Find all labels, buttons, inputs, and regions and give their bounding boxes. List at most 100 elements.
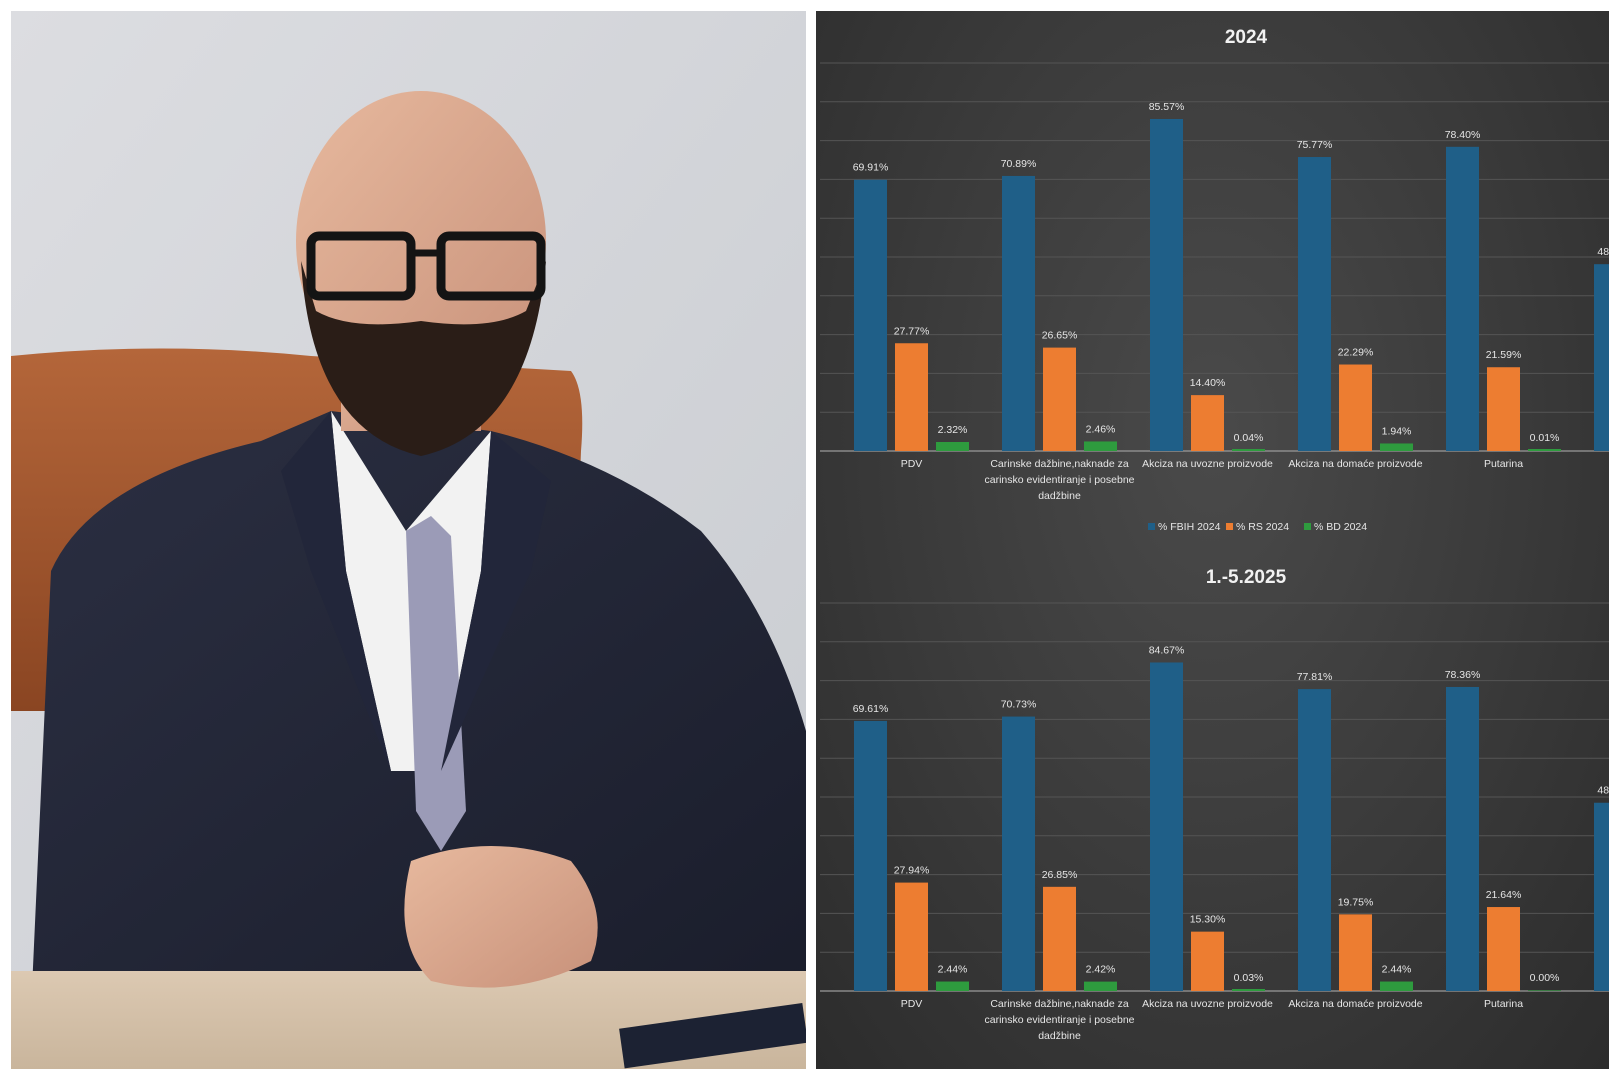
glasses-right (436, 231, 546, 301)
bar-bd (1084, 441, 1117, 451)
legend-entry: % BD 2024 (1314, 521, 1367, 533)
bar-rs (1043, 886, 1076, 991)
data-label: 78.36% (1445, 669, 1481, 681)
data-label: 69.91% (853, 162, 889, 174)
category-label: Akciza na domaće proizvode (1288, 458, 1422, 470)
chart-2025: 1.-5.2025 69.61% 70.73% 84.67% 77.81% 78.36% 4… (820, 567, 1609, 1042)
legend-swatch (1148, 523, 1155, 530)
data-label: 77.81% (1297, 671, 1333, 683)
bar-rs (1191, 395, 1224, 451)
data-label: 0.04% (1234, 432, 1264, 444)
bar-bd (1232, 449, 1265, 451)
bar-bd (1528, 449, 1561, 451)
data-label: 22.29% (1338, 347, 1374, 359)
bar-bd (936, 981, 969, 991)
category-label: PDV (901, 458, 923, 470)
data-label: 19.75% (1338, 896, 1374, 908)
data-label: 26.85% (1042, 869, 1078, 881)
data-label: 2.44% (1382, 964, 1412, 976)
bar-fbih (1150, 662, 1183, 991)
bar-fbih (1150, 118, 1183, 451)
bar-fbih (1446, 146, 1479, 452)
bar-fbih (1594, 264, 1609, 451)
data-label: 15.30% (1190, 914, 1226, 926)
data-label: 0.03% (1234, 972, 1264, 984)
data-label: 48.52 (1597, 785, 1609, 797)
data-label: 27.77% (894, 325, 930, 337)
data-label: 0.01% (1530, 432, 1560, 444)
bar-rs (1339, 364, 1372, 451)
desk (11, 971, 806, 1069)
data-label: 26.65% (1042, 330, 1078, 342)
data-label: 85.57% (1149, 101, 1185, 113)
person-portrait-icon (11, 11, 806, 1069)
bar-bd (1084, 981, 1117, 991)
data-label: 69.61% (853, 703, 889, 715)
bar-bd (1528, 990, 1561, 991)
bar-bd (1232, 989, 1265, 991)
bar-fbih (1002, 716, 1035, 991)
data-label: 21.64% (1486, 889, 1522, 901)
tie (406, 516, 466, 851)
data-label: 1.94% (1382, 425, 1412, 437)
glasses-left (306, 231, 416, 301)
beard (301, 261, 546, 456)
lapel-right (441, 431, 551, 771)
bar-fbih (1446, 686, 1479, 991)
legend-swatch (1304, 523, 1311, 530)
bar-bd (936, 441, 969, 451)
data-label: 75.77% (1297, 139, 1333, 151)
hands (404, 846, 598, 988)
chart-title: 1.-5.2025 (1206, 567, 1287, 588)
category-label: Akciza na uvozne proizvode (1142, 998, 1273, 1010)
data-label: 78.40% (1445, 129, 1481, 141)
category-label: Carinske dažbine,naknade za (990, 998, 1129, 1010)
bar-fbih (1298, 689, 1331, 991)
data-label: 0.00% (1530, 972, 1560, 984)
category-label: Putarina (1484, 458, 1523, 470)
folder (619, 1002, 806, 1069)
category-label: PDV (901, 998, 923, 1010)
data-label: 84.67% (1149, 644, 1185, 656)
data-label: 70.89% (1001, 158, 1037, 170)
bar-fbih (854, 179, 887, 451)
category-label: carinsko evidentiranje i posebne (984, 474, 1134, 486)
legend-swatch (1226, 523, 1233, 530)
category-label: Akciza na uvozne proizvode (1142, 458, 1273, 470)
category-label: Putarina (1484, 998, 1523, 1010)
data-label: 14.40% (1190, 377, 1226, 389)
chart-title: 2024 (1225, 27, 1268, 48)
legend-entry: % FBIH 2024 (1158, 521, 1221, 533)
lapel-left (281, 411, 391, 771)
legend-entry: % RS 2024 (1236, 521, 1289, 533)
bar-fbih (1594, 802, 1609, 991)
bar-rs (1339, 914, 1372, 991)
category-label: dadžbine (1038, 490, 1081, 502)
bar-rs (895, 343, 928, 451)
category-label: dadžbine (1038, 1030, 1081, 1042)
data-label: 2.32% (938, 424, 968, 436)
data-label: 27.94% (894, 865, 930, 877)
data-label: 48.15 (1597, 246, 1609, 258)
category-label: Akciza na domaće proizvode (1288, 998, 1422, 1010)
chart-panel: 2024 69.91% 70.89% 85.57% 75.77% 78.40% 48.15 2… (816, 11, 1609, 1069)
data-label: 2.44% (938, 964, 968, 976)
bar-bd (1380, 981, 1413, 991)
bar-rs (895, 882, 928, 991)
bar-bd (1380, 443, 1413, 451)
portrait-photo (11, 11, 806, 1069)
bar-rs (1191, 931, 1224, 991)
data-label: 2.42% (1086, 964, 1116, 976)
head (296, 91, 546, 391)
bar-rs (1487, 367, 1520, 451)
category-label: Carinske dažbine,naknade za (990, 458, 1129, 470)
bar-rs (1043, 347, 1076, 451)
bar-fbih (854, 720, 887, 991)
bar-rs (1487, 907, 1520, 991)
bar-fbih (1002, 175, 1035, 452)
bar-fbih (1298, 157, 1331, 452)
category-label: carinsko evidentiranje i posebne (984, 1014, 1134, 1026)
data-label: 21.59% (1486, 349, 1522, 361)
data-label: 2.46% (1086, 423, 1116, 435)
data-label: 70.73% (1001, 699, 1037, 711)
